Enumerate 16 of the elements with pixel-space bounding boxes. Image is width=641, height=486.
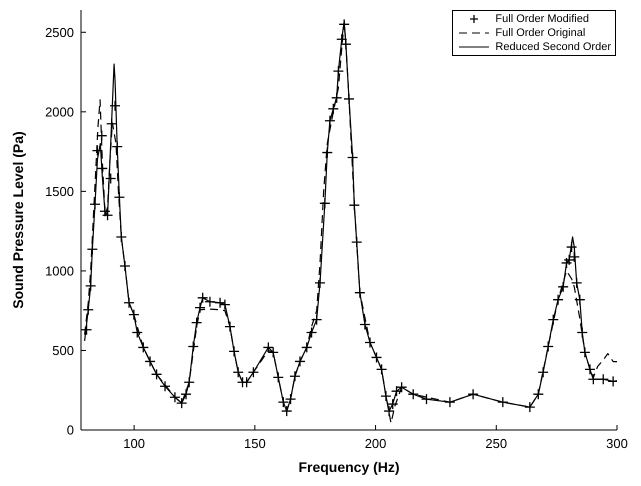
x-tick-label: 250 (485, 436, 508, 452)
y-tick-label: 1500 (45, 184, 74, 199)
x-tick-label: 300 (606, 436, 628, 452)
legend-label: Reduced Second Order (495, 41, 611, 53)
y-tick-label: 500 (52, 343, 74, 358)
legend-label: Full Order Original (495, 27, 586, 39)
y-tick-label: 2000 (45, 104, 74, 120)
y-tick-label: 1000 (45, 264, 74, 279)
x-axis-title: Frequency (Hz) (298, 459, 400, 475)
legend-label: Full Order Modified (495, 13, 589, 25)
y-tick-label: 2500 (45, 24, 74, 40)
y-tick-label: 0 (66, 422, 74, 438)
x-tick-label: 100 (123, 436, 145, 452)
x-tick-label: 200 (364, 436, 386, 452)
x-tick-label: 150 (244, 436, 266, 452)
y-axis-title: Sound Pressure Level (Pa) (10, 131, 26, 309)
